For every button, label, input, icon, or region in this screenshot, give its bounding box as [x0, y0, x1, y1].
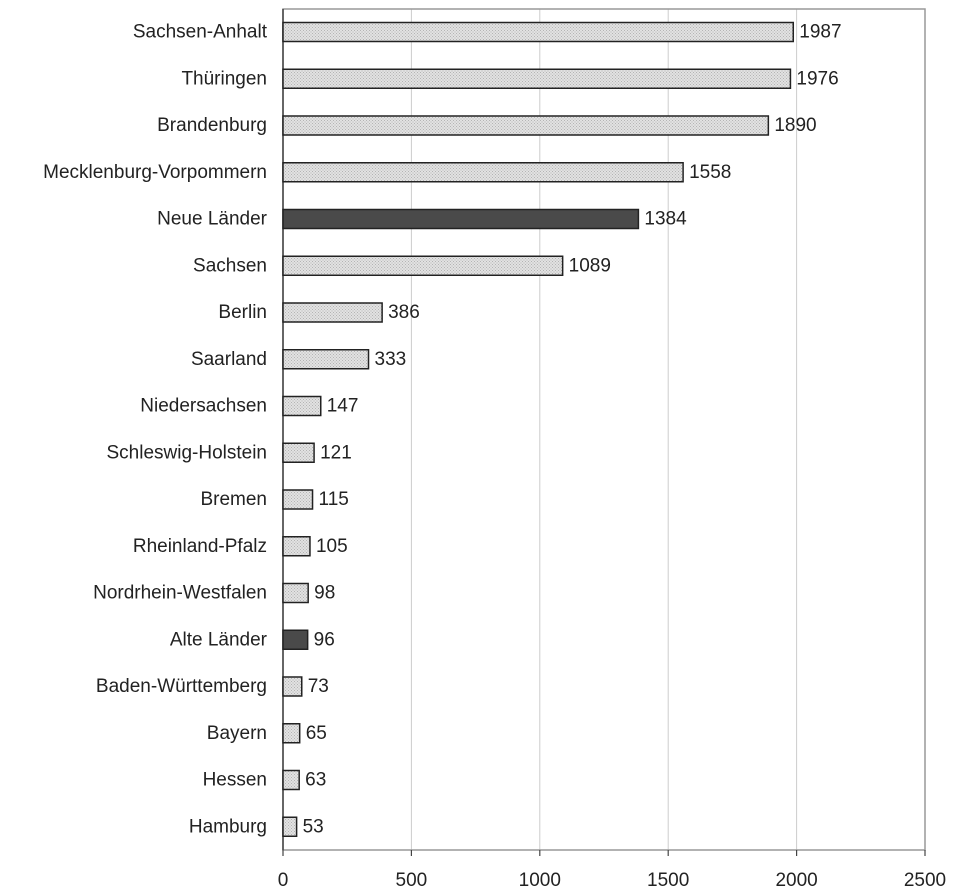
bar-brandenburg — [282, 115, 770, 136]
value-label: 105 — [316, 536, 348, 557]
value-label: 1558 — [689, 162, 731, 183]
value-label: 96 — [314, 629, 335, 650]
category-label: Alte Länder — [170, 629, 268, 650]
bar-bremen — [282, 489, 314, 510]
bar-neue-l-nder — [282, 208, 640, 230]
bar-berlin — [282, 302, 383, 323]
value-label: 65 — [306, 723, 327, 744]
category-label: Rheinland-Pfalz — [133, 536, 267, 557]
value-label: 115 — [319, 489, 349, 510]
category-label: Neue Länder — [157, 209, 268, 230]
bar-niedersachsen — [282, 395, 322, 417]
tick-label: 0 — [278, 870, 289, 891]
category-label: Hamburg — [189, 816, 267, 837]
bar-nordrhein-westfalen — [282, 582, 309, 604]
category-label: Berlin — [218, 302, 267, 323]
tick-label: 1500 — [647, 870, 689, 891]
value-label: 386 — [388, 302, 420, 323]
gridlines — [410, 9, 798, 850]
category-label: Bayern — [207, 723, 267, 744]
x-axis-ticks: 0 500 1000 1500 2000 2500 — [278, 850, 946, 891]
value-label: 73 — [308, 676, 329, 697]
value-label: 98 — [314, 583, 335, 604]
bar-sachsen-anhalt — [282, 21, 795, 43]
bar-th-ringen — [282, 68, 792, 89]
value-label: 1384 — [644, 209, 687, 230]
value-label: 1976 — [796, 68, 838, 89]
category-label: Brandenburg — [157, 115, 267, 136]
tick-label: 2000 — [775, 870, 817, 891]
bar-baden-w-rttemberg — [282, 676, 303, 697]
tick-label: 1000 — [519, 870, 561, 891]
bar-alte-l-nder — [282, 629, 309, 650]
category-label: Sachsen — [193, 255, 267, 276]
value-label: 1089 — [569, 255, 611, 276]
category-label: Sachsen-Anhalt — [133, 22, 268, 43]
bar-rheinland-pfalz — [282, 536, 311, 557]
tick-label: 500 — [396, 870, 428, 891]
category-label: Niedersachsen — [140, 396, 267, 417]
category-label: Mecklenburg-Vorpommern — [43, 162, 267, 183]
bar-hessen — [282, 769, 300, 791]
bar-sachsen — [282, 255, 564, 276]
value-label: 63 — [305, 770, 326, 791]
value-label: 53 — [303, 816, 324, 837]
category-label: Bremen — [200, 489, 267, 510]
bar-mecklenburg-vorpommern — [282, 162, 684, 183]
value-label: 1987 — [799, 22, 841, 43]
bar-bayern — [282, 723, 301, 744]
bars — [282, 21, 795, 837]
bar-hamburg — [282, 816, 298, 837]
category-label: Thüringen — [181, 68, 267, 89]
value-label: 121 — [320, 442, 352, 463]
category-label: Hessen — [203, 770, 267, 791]
bar-saarland — [282, 349, 370, 370]
category-label: Saarland — [191, 349, 267, 370]
category-label: Baden-Württemberg — [96, 676, 267, 697]
value-label: 1890 — [774, 115, 816, 136]
category-label: Nordrhein-Westfalen — [93, 583, 267, 604]
category-labels: Sachsen-Anhalt Thüringen Brandenburg Meckle… — [43, 22, 268, 838]
bar-schleswig-holstein — [282, 442, 315, 463]
category-label: Schleswig-Holstein — [106, 442, 267, 463]
tick-label: 2500 — [904, 870, 946, 891]
value-labels: 1987 1976 1890 1558 1384 1089 386 333 147 121 115 1… — [303, 22, 842, 838]
value-label: 333 — [375, 349, 407, 370]
value-label: 147 — [327, 396, 359, 417]
